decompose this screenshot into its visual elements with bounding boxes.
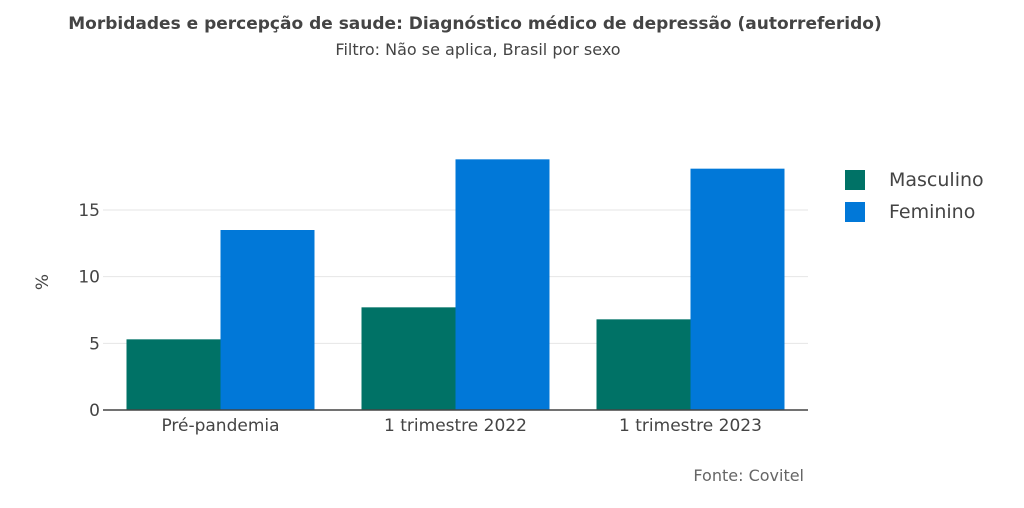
- legend-swatch-feminino: [845, 202, 865, 222]
- source-note: Fonte: Covitel: [693, 466, 804, 485]
- bar-feminino[interactable]: [220, 230, 315, 410]
- x-tick-label: 1 trimestre 2023: [619, 416, 762, 436]
- legend-label-masculino: Masculino: [889, 169, 984, 191]
- bar-masculino[interactable]: [596, 319, 691, 410]
- bars: [126, 159, 785, 410]
- chart-title: Morbidades e percepção de saude: Diagnós…: [68, 14, 882, 34]
- legend-item-feminino[interactable]: Feminino: [845, 196, 984, 228]
- y-tick-label: 5: [89, 334, 100, 354]
- y-axis-label: %: [33, 274, 53, 290]
- axes: 0 5 10 15 Pré-pandemia 1 trimestre 2022 1 trim…: [78, 201, 808, 436]
- y-tick-label: 0: [89, 401, 100, 421]
- bar-feminino[interactable]: [690, 168, 785, 410]
- y-tick-label: 10: [78, 268, 100, 288]
- x-tick-label: Pré-pandemia: [161, 416, 279, 436]
- chart-subtitle: Filtro: Não se aplica, Brasil por sexo: [335, 40, 621, 59]
- legend-item-masculino[interactable]: Masculino: [845, 164, 984, 196]
- legend-swatch-masculino: [845, 170, 865, 190]
- bar-masculino[interactable]: [126, 339, 221, 410]
- legend-label-feminino: Feminino: [889, 201, 976, 223]
- x-tick-label: 1 trimestre 2022: [384, 416, 527, 436]
- legend: Masculino Feminino: [845, 164, 984, 228]
- y-tick-label: 15: [78, 201, 100, 221]
- bar-masculino[interactable]: [361, 307, 456, 410]
- bar-feminino[interactable]: [455, 159, 550, 410]
